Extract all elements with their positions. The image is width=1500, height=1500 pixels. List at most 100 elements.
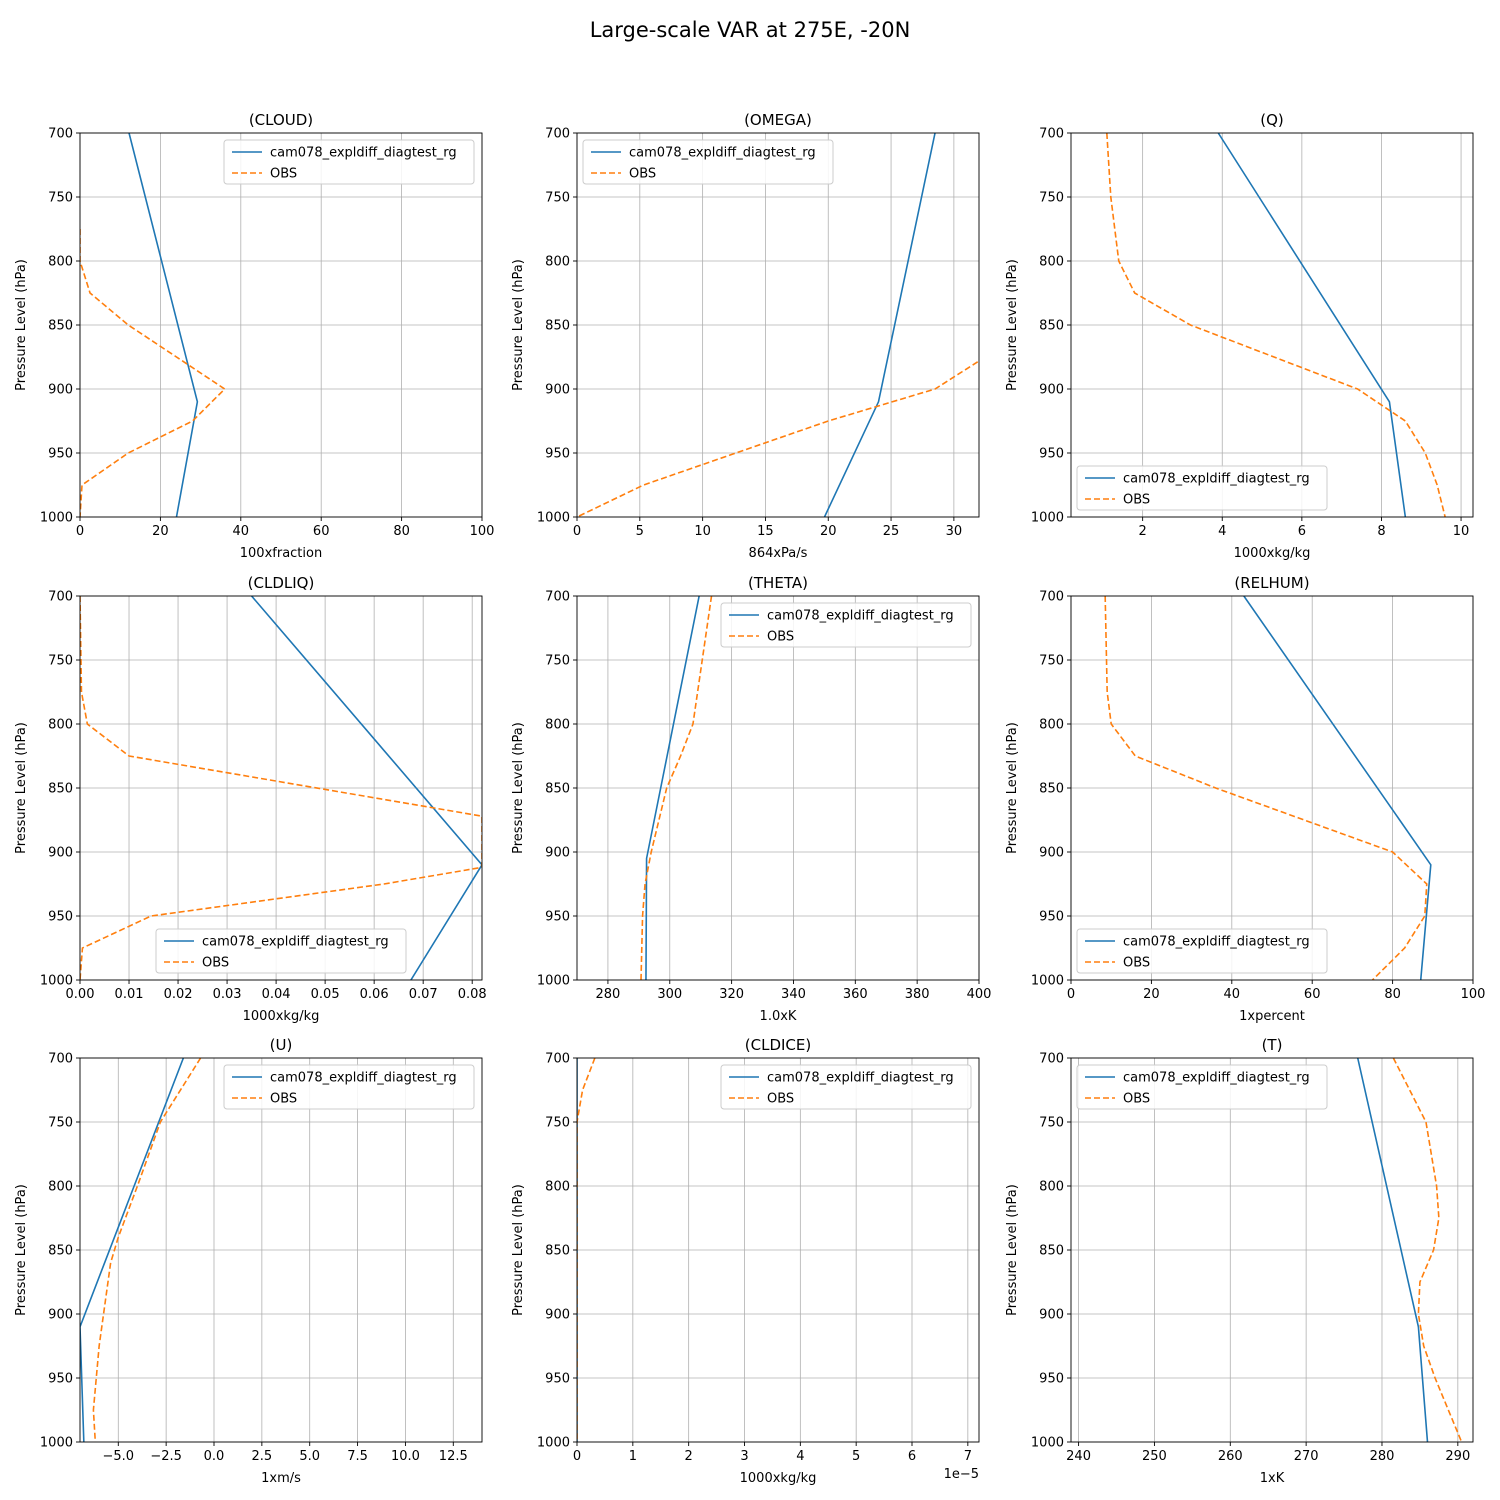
x-tick-label: 25 (883, 524, 900, 539)
x-tick-label: 4 (1218, 524, 1226, 539)
model-series-line (1243, 596, 1432, 980)
subplot-title: (RELHUM) (1234, 574, 1309, 592)
y-tick-label: 900 (48, 846, 73, 861)
x-axis-label: 1xK (1260, 1471, 1285, 1486)
y-tick-label: 800 (545, 1180, 570, 1195)
legend-label: cam078_expldiff_diagtest_rg (1123, 472, 1310, 487)
y-axis-label: Pressure Level (hPa) (14, 1184, 29, 1316)
y-tick-label: 950 (545, 447, 570, 462)
y-tick-label: 1000 (537, 974, 570, 989)
legend-label: OBS (767, 1092, 794, 1107)
legend: cam078_expldiff_diagtest_rg OBS (1076, 1064, 1328, 1110)
y-tick-label: 750 (48, 191, 73, 206)
y-tick-label: 700 (48, 1052, 73, 1067)
x-axis-label: 1.0xK (760, 1009, 797, 1024)
x-tick-label: 12.5 (439, 1449, 468, 1464)
model-series-line (1356, 1058, 1429, 1442)
x-tick-label: 0.03 (213, 987, 242, 1002)
model-series-line (128, 133, 199, 517)
x-tick-label: 360 (843, 987, 868, 1002)
x-tick-label: 5 (852, 1449, 860, 1464)
y-tick-label: 850 (545, 319, 570, 334)
x-tick-label: 0.08 (458, 987, 487, 1002)
y-tick-label: 950 (1039, 910, 1064, 925)
legend-box (582, 139, 834, 185)
x-tick-label: 0 (76, 524, 84, 539)
x-tick-label: 10 (1453, 524, 1470, 539)
y-tick-label: 950 (48, 910, 73, 925)
legend-label: cam078_expldiff_diagtest_rg (270, 146, 457, 161)
subplot-title: (T) (1262, 1036, 1283, 1054)
y-tick-label: 950 (1039, 1372, 1064, 1387)
y-axis-label: Pressure Level (hPa) (1005, 722, 1020, 854)
legend: cam078_expldiff_diagtest_rg OBS (223, 1064, 475, 1110)
legend-label: cam078_expldiff_diagtest_rg (629, 146, 816, 161)
y-tick-label: 1000 (40, 1436, 73, 1451)
legend-box (1076, 1064, 1328, 1110)
y-tick-label: 1000 (537, 511, 570, 526)
y-tick-label: 800 (1039, 255, 1064, 270)
legend: cam078_expldiff_diagtest_rg OBS (223, 139, 475, 185)
y-tick-label: 800 (48, 718, 73, 733)
x-tick-label: 80 (393, 524, 410, 539)
obs-series-line (640, 596, 713, 980)
y-tick-label: 900 (545, 383, 570, 398)
y-tick-label: 1000 (1031, 974, 1064, 989)
y-tick-label: 800 (48, 255, 73, 270)
legend-box (1076, 465, 1328, 511)
subplot-t: 240 250 260 270 280 290 700 750 800 850 900 950 1000… (1005, 1036, 1474, 1486)
model-series-line (1217, 133, 1407, 517)
x-tick-label: 0.06 (360, 987, 389, 1002)
y-tick-label: 850 (545, 1244, 570, 1259)
obs-series-line (1104, 596, 1428, 980)
x-tick-label: 250 (1142, 1449, 1167, 1464)
y-tick-label: 850 (48, 782, 73, 797)
y-tick-label: 700 (1039, 1052, 1064, 1067)
legend-label: OBS (202, 956, 229, 971)
x-tick-label: 1 (629, 1449, 637, 1464)
legend: cam078_expldiff_diagtest_rg OBS (720, 602, 972, 648)
legend-box (223, 139, 475, 185)
model-series-line (823, 133, 936, 517)
y-tick-label: 950 (48, 1372, 73, 1387)
x-tick-label: 0.0 (204, 1449, 225, 1464)
x-tick-label: 0.04 (262, 987, 291, 1002)
y-tick-label: 950 (1039, 447, 1064, 462)
y-tick-label: 800 (48, 1180, 73, 1195)
obs-series-line (92, 1058, 202, 1442)
x-tick-label: −5.0 (102, 1449, 134, 1464)
legend-label: cam078_expldiff_diagtest_rg (1123, 935, 1310, 950)
y-tick-label: 950 (48, 447, 73, 462)
x-tick-label: 100 (1461, 987, 1486, 1002)
model-series-line (645, 596, 700, 980)
subplot-cldliq: 0.00 0.01 0.02 0.03 0.04 0.05 0.06 0.07 0.08 700 7… (14, 574, 487, 1024)
x-tick-label: 0.01 (115, 987, 144, 1002)
legend-label: cam078_expldiff_diagtest_rg (767, 609, 954, 624)
subplot-title: (CLDICE) (745, 1036, 811, 1054)
subplot-title: (THETA) (748, 574, 808, 592)
x-tick-label: 0.00 (66, 987, 95, 1002)
x-tick-label: 2 (1139, 524, 1147, 539)
y-axis-label: Pressure Level (hPa) (511, 1184, 526, 1316)
legend-label: OBS (270, 167, 297, 182)
legend-label: OBS (1123, 956, 1150, 971)
y-tick-label: 800 (545, 718, 570, 733)
y-tick-label: 750 (1039, 1116, 1064, 1131)
obs-series-line (1392, 1058, 1463, 1442)
y-tick-label: 850 (1039, 319, 1064, 334)
x-axis-label: 1000xkg/kg (1234, 546, 1311, 561)
legend-label: cam078_expldiff_diagtest_rg (202, 935, 389, 950)
y-tick-label: 900 (1039, 846, 1064, 861)
obs-series-line (80, 229, 226, 517)
y-tick-label: 950 (545, 910, 570, 925)
obs-series-line (577, 1058, 596, 1442)
x-tick-label: 7.5 (347, 1449, 368, 1464)
subplot-title: (OMEGA) (744, 111, 812, 129)
subplot-cldice: 0 1 2 3 4 5 6 7 700 750 800 850 900 950 1000 1e−5 (CLDIC… (511, 1036, 980, 1486)
legend: cam078_expldiff_diagtest_rg OBS (582, 139, 834, 185)
x-tick-label: 280 (1370, 1449, 1395, 1464)
y-tick-label: 700 (545, 127, 570, 142)
y-tick-label: 1000 (40, 974, 73, 989)
legend: cam078_expldiff_diagtest_rg OBS (720, 1064, 972, 1110)
legend-box (223, 1064, 475, 1110)
